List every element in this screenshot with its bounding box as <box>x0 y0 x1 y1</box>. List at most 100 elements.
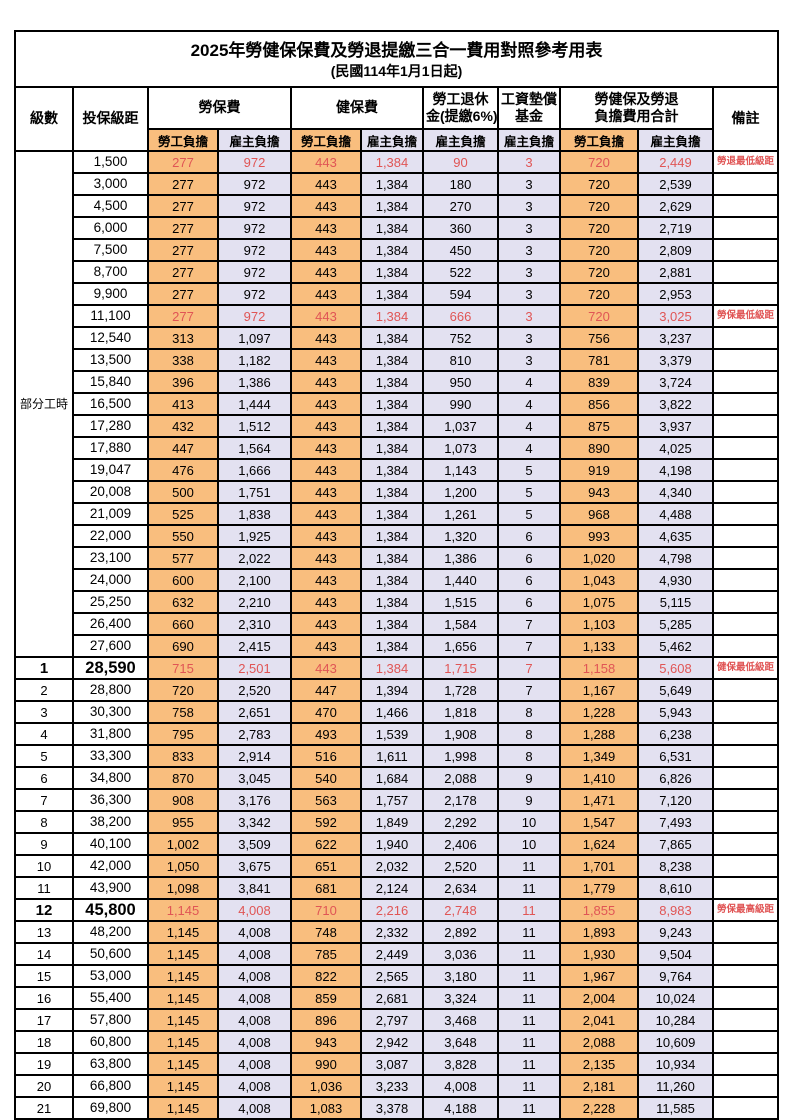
value-cell: 785 <box>290 942 362 966</box>
value-cell: 443 <box>290 326 362 350</box>
value-cell: 443 <box>290 546 362 570</box>
value-cell: 2,332 <box>360 920 424 944</box>
table-row: 3 30,300 758 2,651 470 1,466 1,818 8 1,228 5,943 <box>14 700 779 724</box>
value-cell: 447 <box>147 436 219 460</box>
value-cell: 7,865 <box>637 832 714 856</box>
value-cell: 4,635 <box>637 524 714 548</box>
bracket-cell: 24,000 <box>72 568 149 592</box>
value-cell: 1,320 <box>422 524 499 548</box>
bracket-cell: 6,000 <box>72 216 149 240</box>
remark-cell <box>712 546 779 570</box>
value-cell: 8 <box>497 722 561 746</box>
value-cell: 1,386 <box>217 370 292 394</box>
value-cell: 1,075 <box>559 590 639 614</box>
value-cell: 1,384 <box>360 458 424 482</box>
value-cell: 443 <box>290 502 362 526</box>
table-row: 5 33,300 833 2,914 516 1,611 1,998 8 1,349 6,531 <box>14 744 779 768</box>
value-cell: 1,564 <box>217 436 292 460</box>
value-cell: 11 <box>497 1030 561 1054</box>
value-cell: 1,143 <box>422 458 499 482</box>
value-cell: 720 <box>559 194 639 218</box>
value-cell: 1,751 <box>217 480 292 504</box>
value-cell: 1,349 <box>559 744 639 768</box>
table-row: 16 55,400 1,145 4,008 859 2,681 3,324 11 2,004 10… <box>14 986 779 1010</box>
value-cell: 1,547 <box>559 810 639 834</box>
subheader-health-employer: 雇主負擔 <box>360 128 424 152</box>
value-cell: 3,324 <box>422 986 499 1010</box>
value-cell: 3,379 <box>637 348 714 372</box>
value-cell: 180 <box>422 172 499 196</box>
value-cell: 11 <box>497 1008 561 1032</box>
table-row: 27,600 690 2,415 443 1,384 1,656 7 1,133 5,462 <box>15 634 779 658</box>
value-cell: 1,167 <box>559 678 639 702</box>
value-cell: 443 <box>290 634 362 658</box>
value-cell: 443 <box>290 370 362 394</box>
value-cell: 4 <box>497 370 561 394</box>
value-cell: 7 <box>497 678 561 702</box>
table-row: 24,000 600 2,100 443 1,384 1,440 6 1,043 4,930 <box>15 568 779 592</box>
remark-cell <box>712 678 779 702</box>
value-cell: 1,103 <box>559 612 639 636</box>
value-cell: 2,719 <box>637 216 714 240</box>
value-cell: 1,145 <box>147 942 219 966</box>
value-cell: 9 <box>497 766 561 790</box>
table-row: 19 63,800 1,145 4,008 990 3,087 3,828 11 2,135 10… <box>14 1052 779 1076</box>
value-cell: 1,200 <box>422 480 499 504</box>
value-cell: 1,384 <box>360 348 424 372</box>
value-cell: 1,133 <box>559 634 639 658</box>
value-cell: 2,892 <box>422 920 499 944</box>
bracket-cell: 22,000 <box>72 524 149 548</box>
value-cell: 1,145 <box>147 1096 219 1120</box>
value-cell: 1,818 <box>422 700 499 724</box>
value-cell: 651 <box>290 854 362 878</box>
value-cell: 5 <box>497 480 561 504</box>
remark-cell <box>712 876 779 900</box>
remark-cell <box>712 502 779 526</box>
value-cell: 1,384 <box>360 590 424 614</box>
value-cell: 2,520 <box>422 854 499 878</box>
value-cell: 4,340 <box>637 480 714 504</box>
value-cell: 756 <box>559 326 639 350</box>
level-cell: 20 <box>14 1074 74 1098</box>
value-cell: 6,531 <box>637 744 714 768</box>
table-row: 17,880 447 1,564 443 1,384 1,073 4 890 4,025 <box>15 436 779 460</box>
value-cell: 3,237 <box>637 326 714 350</box>
premium-reference-table: 2025年勞健保保費及勞退提繳三合一費用對照參考用表 (民國114年1月1日起)… <box>14 30 779 1120</box>
value-cell: 990 <box>422 392 499 416</box>
subheader-labor-employer: 雇主負擔 <box>217 128 292 152</box>
value-cell: 8 <box>497 700 561 724</box>
level-cell: 4 <box>14 722 74 746</box>
remark-cell <box>712 700 779 724</box>
bracket-cell: 34,800 <box>72 766 149 790</box>
value-cell: 476 <box>147 458 219 482</box>
value-cell: 2,449 <box>637 150 714 174</box>
value-cell: 1,145 <box>147 920 219 944</box>
value-cell: 11 <box>497 964 561 988</box>
value-cell: 1,043 <box>559 568 639 592</box>
table-row: 6,000 277 972 443 1,384 360 3 720 2,719 <box>15 216 779 240</box>
value-cell: 9,243 <box>637 920 714 944</box>
level-cell: 13 <box>14 920 74 944</box>
bracket-cell: 53,000 <box>72 964 149 988</box>
value-cell: 4,930 <box>637 568 714 592</box>
value-cell: 1,288 <box>559 722 639 746</box>
value-cell: 11,260 <box>637 1074 714 1098</box>
bracket-cell: 45,800 <box>72 898 149 922</box>
value-cell: 500 <box>147 480 219 504</box>
value-cell: 856 <box>559 392 639 416</box>
remark-cell <box>712 942 779 966</box>
value-cell: 11 <box>497 942 561 966</box>
remark-cell <box>712 1030 779 1054</box>
level-cell: 3 <box>14 700 74 724</box>
value-cell: 4,008 <box>217 1030 292 1054</box>
value-cell: 2,088 <box>422 766 499 790</box>
value-cell: 277 <box>147 194 219 218</box>
table-row: 19,047 476 1,666 443 1,384 1,143 5 919 4,198 <box>15 458 779 482</box>
value-cell: 4,025 <box>637 436 714 460</box>
value-cell: 11 <box>497 854 561 878</box>
value-cell: 3,841 <box>217 876 292 900</box>
value-cell: 5,115 <box>637 590 714 614</box>
value-cell: 1,838 <box>217 502 292 526</box>
value-cell: 1,728 <box>422 678 499 702</box>
table-row: 7 36,300 908 3,176 563 1,757 2,178 9 1,471 7,120 <box>14 788 779 812</box>
